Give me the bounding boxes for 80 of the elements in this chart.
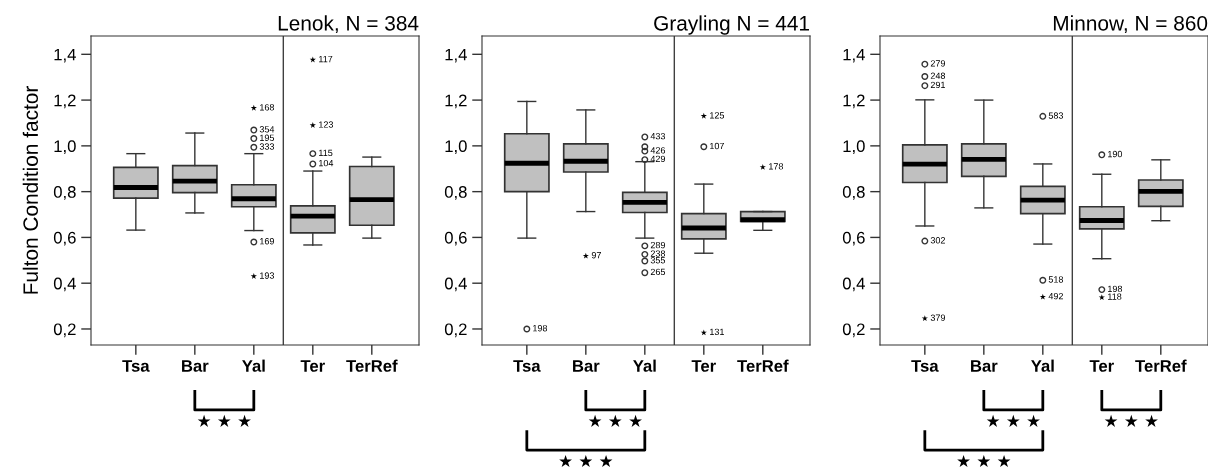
y-axis-title: Fulton Condition factor xyxy=(22,86,39,294)
annotation: 518 xyxy=(1048,276,1064,283)
chart-title: Minnow, N = 860 xyxy=(1053,15,1208,34)
y-tick-label: 0,2 xyxy=(53,323,76,338)
y-tick-label: 1,0 xyxy=(843,140,865,155)
text: ★ ★ ★ xyxy=(588,414,642,427)
annotation: 379 xyxy=(930,314,946,321)
y-tick-label: 0,2 xyxy=(444,323,467,338)
annotation: 355 xyxy=(650,257,666,264)
annotation: 198 xyxy=(533,325,548,332)
y-tick-label: 1,4 xyxy=(843,48,865,63)
text: ★ ★ ★ xyxy=(986,414,1040,427)
x-tick-label: Tsa xyxy=(911,360,939,372)
x-tick-label: Bar xyxy=(573,360,600,372)
annotation: 97 xyxy=(591,251,601,259)
x-tick-label: Bar xyxy=(182,360,209,372)
y-tick-label: 1,4 xyxy=(445,48,467,63)
annotation: 123 xyxy=(319,121,334,128)
annotation: 433 xyxy=(650,132,666,140)
annotation: 115 xyxy=(319,149,333,157)
annotation: 168 xyxy=(260,104,275,111)
annotation: 198 xyxy=(1108,285,1123,293)
y-tick-label: 0,6 xyxy=(444,231,467,246)
y-tick-label: 0,4 xyxy=(444,277,467,292)
text: ★ ★ ★ xyxy=(559,454,613,468)
annotation: 333 xyxy=(259,143,275,150)
annotation: 190 xyxy=(1108,150,1123,158)
annotation: 302 xyxy=(930,237,945,244)
annotation: 583 xyxy=(1048,112,1064,119)
chart-title: Lenok, N = 384 xyxy=(278,15,419,34)
y-tick-label: 0,8 xyxy=(53,186,76,200)
annotation: 426 xyxy=(650,147,666,154)
annotation: 238 xyxy=(650,250,666,257)
annotation: 492 xyxy=(1048,292,1063,300)
annotation: 354 xyxy=(259,126,275,133)
y-tick-label: 0,6 xyxy=(53,231,76,246)
y-tick-label: 1,2 xyxy=(54,94,76,109)
y-tick-label: 1,4 xyxy=(54,48,76,63)
annotation: 291 xyxy=(930,81,946,89)
x-tick-label: Tsa xyxy=(122,360,150,372)
annotation: 279 xyxy=(930,60,946,67)
y-tick-label: 0,6 xyxy=(842,231,865,246)
x-tick-label: Ter xyxy=(300,360,325,372)
text: ★ ★ ★ xyxy=(197,414,251,427)
x-tick-label: Bar xyxy=(971,360,998,372)
y-tick-label: 1,0 xyxy=(54,140,76,155)
annotation: 178 xyxy=(769,163,784,170)
annotation: 248 xyxy=(930,72,946,79)
annotation: 104 xyxy=(319,159,334,167)
y-tick-label: 1,2 xyxy=(445,94,467,109)
chart-title: Grayling N = 441 xyxy=(654,15,809,35)
annotation: 118 xyxy=(1108,293,1122,300)
y-tick-label: 0,8 xyxy=(444,186,467,200)
y-tick-label: 0,8 xyxy=(842,186,865,200)
y-tick-label: 0,2 xyxy=(842,323,865,338)
y-tick-label: 0,4 xyxy=(842,277,865,292)
annotation: 429 xyxy=(650,155,666,163)
annotation: 265 xyxy=(650,268,666,276)
x-tick-label: Yal xyxy=(242,359,265,372)
x-tick-label: Ter xyxy=(691,360,716,372)
x-tick-label: Yal xyxy=(1031,359,1054,372)
text: ★ ★ ★ xyxy=(1104,414,1158,427)
x-tick-label: Ter xyxy=(1089,360,1114,372)
x-tick-label: Yal xyxy=(633,359,656,372)
x-tick-label: Tsa xyxy=(513,360,541,372)
y-tick-label: 1,2 xyxy=(843,94,865,109)
x-tick-label: TerRef xyxy=(1135,359,1187,372)
annotation: 125 xyxy=(710,112,725,119)
annotation: 131 xyxy=(710,328,724,336)
text: ★ ★ ★ xyxy=(957,454,1011,468)
y-tick-label: 1,0 xyxy=(445,140,467,155)
annotation: 117 xyxy=(319,55,333,63)
y-tick-label: 0,4 xyxy=(53,277,76,292)
annotation: 195 xyxy=(260,134,275,141)
annotation: 289 xyxy=(650,241,666,249)
x-tick-label: TerRef xyxy=(346,359,398,372)
annotation: 193 xyxy=(260,272,275,279)
x-tick-label: TerRef xyxy=(737,359,789,372)
annotation: 107 xyxy=(710,142,724,150)
annotation: 169 xyxy=(260,238,275,245)
